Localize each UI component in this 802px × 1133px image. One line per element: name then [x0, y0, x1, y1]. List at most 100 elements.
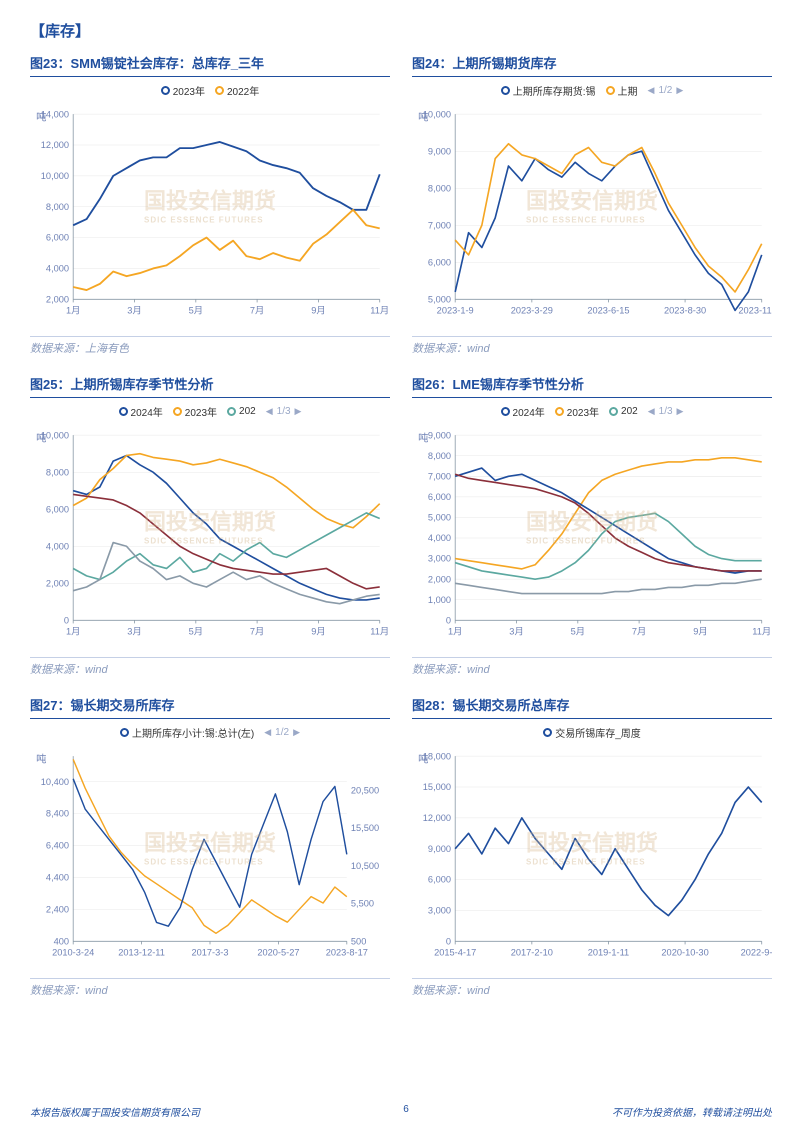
chart-title: 图27：锡长期交易所库存	[30, 695, 390, 719]
legend-item: 2023年	[555, 404, 599, 419]
svg-text:2023-11-17: 2023-11-17	[738, 306, 772, 316]
footer-left: 本报告版权属于国投安信期货有限公司	[30, 1104, 200, 1119]
svg-text:2023-1-9: 2023-1-9	[437, 306, 474, 316]
svg-text:2023-8-17: 2023-8-17	[326, 948, 368, 958]
chart-source: 数据来源：wind	[30, 978, 390, 998]
legend-label: 上期所库存小计:锡:总计(左)	[132, 725, 254, 740]
svg-text:3,000: 3,000	[428, 906, 451, 916]
chart-title: 图23：SMM锡锭社会库存：总库存_三年	[30, 53, 390, 77]
svg-text:4,400: 4,400	[46, 873, 69, 883]
svg-text:2022-9-16: 2022-9-16	[741, 948, 772, 958]
svg-text:5,000: 5,000	[428, 294, 451, 304]
legend-marker	[555, 407, 564, 416]
chart-legend: 上期所库存期货:锡上期◀ 1/2 ▶	[412, 83, 772, 98]
svg-text:9,000: 9,000	[428, 430, 451, 440]
svg-text:11月: 11月	[370, 627, 389, 637]
chart-source: 数据来源：wind	[412, 657, 772, 677]
legend-label: 2024年	[131, 404, 163, 419]
svg-text:2,000: 2,000	[428, 574, 451, 584]
svg-text:3,000: 3,000	[428, 554, 451, 564]
chart-svg: 吨02,0004,0006,0008,00010,0001月3月5月7月9月11…	[30, 421, 390, 653]
svg-text:6,000: 6,000	[428, 257, 451, 267]
legend-marker	[161, 86, 170, 95]
svg-text:9月: 9月	[311, 306, 325, 316]
chart-title: 图25：上期所锡库存季节性分析	[30, 374, 390, 398]
svg-text:2010-3-24: 2010-3-24	[52, 948, 94, 958]
legend-item: 交易所锡库存_周度	[543, 725, 641, 740]
svg-text:10,000: 10,000	[41, 430, 69, 440]
chart-legend: 2024年2023年202◀ 1/3 ▶	[412, 404, 772, 419]
svg-text:7月: 7月	[250, 306, 264, 316]
legend-pager[interactable]: ◀ 1/3 ▶	[266, 406, 302, 417]
svg-text:5月: 5月	[189, 306, 203, 316]
chart-legend: 2024年 2023年 202 ◀ 1/3 ▶	[30, 404, 390, 419]
svg-text:10,000: 10,000	[423, 109, 451, 119]
svg-text:1,000: 1,000	[428, 595, 451, 605]
pager-next-icon[interactable]: ▶	[293, 727, 300, 738]
svg-text:7,000: 7,000	[428, 471, 451, 481]
legend-marker	[606, 86, 615, 95]
pager-next-icon[interactable]: ▶	[676, 85, 683, 96]
svg-text:1月: 1月	[66, 306, 80, 316]
svg-text:12,000: 12,000	[423, 813, 451, 823]
svg-text:8,000: 8,000	[428, 183, 451, 193]
chart-plot: 国投安信期货SDIC ESSENCE FUTURES吨01,0002,0003,…	[412, 421, 772, 653]
pager-prev-icon[interactable]: ◀	[264, 727, 271, 738]
pager-next-icon[interactable]: ▶	[677, 406, 684, 417]
svg-text:2023-6-15: 2023-6-15	[587, 306, 629, 316]
svg-text:0: 0	[446, 936, 451, 946]
legend-label: 2023年	[173, 83, 205, 98]
svg-text:10,500: 10,500	[351, 861, 379, 871]
chart-legend: 2023年 2022年	[30, 83, 390, 98]
pager-next-icon[interactable]: ▶	[295, 406, 302, 417]
svg-text:8,000: 8,000	[428, 451, 451, 461]
legend-item: 202	[227, 406, 256, 417]
legend-marker	[227, 407, 236, 416]
svg-text:6,000: 6,000	[46, 504, 69, 514]
chart-source: 数据来源：wind	[412, 978, 772, 998]
svg-text:2023-8-30: 2023-8-30	[664, 306, 706, 316]
svg-text:5,000: 5,000	[428, 513, 451, 523]
chart-cell: 图28：锡长期交易所总库存交易所锡库存_周度国投安信期货SDIC ESSENCE…	[412, 695, 772, 998]
chart-legend: 交易所锡库存_周度	[412, 725, 772, 740]
legend-pager[interactable]: ◀ 1/2 ▶	[264, 727, 300, 738]
chart-plot: 国投安信期货SDIC ESSENCE FUTURES吨4002,4004,400…	[30, 742, 390, 974]
legend-item: 2023年	[173, 404, 217, 419]
chart-plot: 国投安信期货SDIC ESSENCE FUTURES吨02,0004,0006,…	[30, 421, 390, 653]
legend-marker	[501, 407, 510, 416]
legend-pager[interactable]: ◀ 1/3 ▶	[648, 406, 684, 417]
svg-text:7月: 7月	[632, 627, 646, 637]
chart-title: 图26：LME锡库存季节性分析	[412, 374, 772, 398]
svg-text:9,000: 9,000	[428, 146, 451, 156]
legend-item: 2024年	[119, 404, 163, 419]
legend-marker	[543, 728, 552, 737]
svg-text:1月: 1月	[66, 627, 80, 637]
chart-plot: 国投安信期货SDIC ESSENCE FUTURES吨5,0006,0007,0…	[412, 100, 772, 332]
legend-marker	[173, 407, 182, 416]
pager-prev-icon[interactable]: ◀	[648, 85, 655, 96]
legend-label: 2023年	[185, 404, 217, 419]
chart-cell: 图23：SMM锡锭社会库存：总库存_三年2023年2022年国投安信期货SDIC…	[30, 53, 390, 356]
chart-legend: 上期所库存小计:锡:总计(左) ◀ 1/2 ▶	[30, 725, 390, 740]
legend-label: 2022年	[227, 83, 259, 98]
svg-text:2,000: 2,000	[46, 578, 69, 588]
legend-marker	[120, 728, 129, 737]
svg-text:6,000: 6,000	[428, 492, 451, 502]
svg-text:2015-4-17: 2015-4-17	[434, 948, 476, 958]
pager-prev-icon[interactable]: ◀	[648, 406, 655, 417]
legend-item: 上期所库存小计:锡:总计(左)	[120, 725, 254, 740]
chart-svg: 吨4002,4004,4006,4008,40010,4005005,50010…	[30, 742, 390, 974]
svg-text:4,000: 4,000	[46, 264, 69, 274]
footer-right: 不可作为投资依据，转载请注明出处	[612, 1104, 772, 1119]
legend-item: 2024年	[501, 404, 545, 419]
pager-prev-icon[interactable]: ◀	[266, 406, 273, 417]
legend-item: 上期所库存期货:锡	[501, 83, 596, 98]
svg-text:8,000: 8,000	[46, 467, 69, 477]
svg-text:18,000: 18,000	[423, 751, 451, 761]
svg-text:8,400: 8,400	[46, 809, 69, 819]
chart-source: 数据来源：上海有色	[30, 336, 390, 356]
legend-pager[interactable]: ◀ 1/2 ▶	[648, 85, 684, 96]
svg-text:2013-12-11: 2013-12-11	[118, 948, 165, 958]
svg-text:9,000: 9,000	[428, 844, 451, 854]
svg-text:7,000: 7,000	[428, 220, 451, 230]
